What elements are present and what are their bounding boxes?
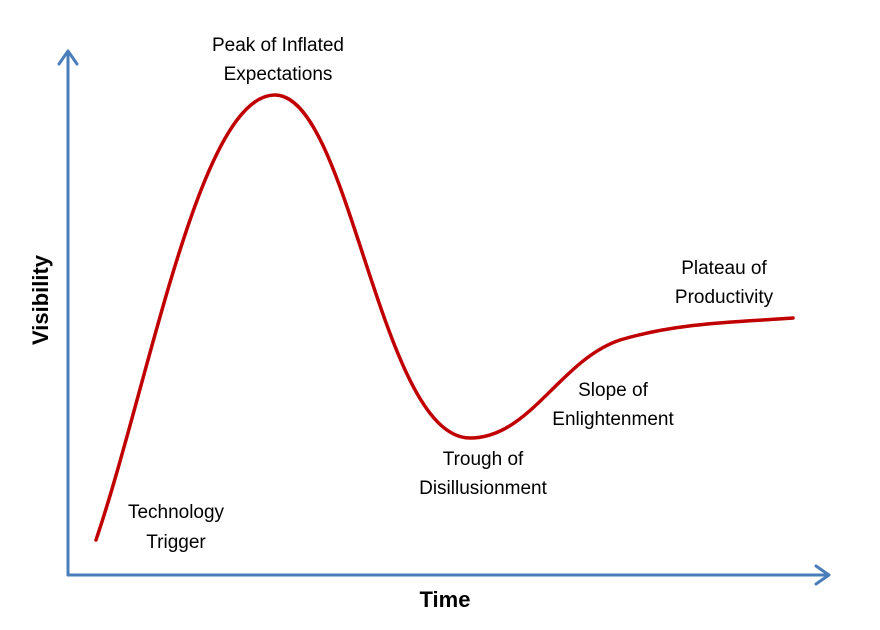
- phase-labels: Technology Trigger Peak of Inflated Expe…: [128, 35, 774, 553]
- y-axis-title: Visibility: [28, 254, 53, 345]
- x-axis-title: Time: [420, 587, 471, 612]
- hype-curve: [94, 93, 795, 542]
- y-axis-arrow: [57, 49, 79, 66]
- phase-label: Disillusionment: [419, 478, 547, 499]
- x-axis-arrow: [814, 564, 831, 586]
- axes: [57, 49, 831, 586]
- phase-label: Trigger: [146, 532, 206, 553]
- phase-label: Technology: [128, 502, 225, 523]
- phase-label: Peak of Inflated: [212, 35, 344, 56]
- phase-label: Productivity: [675, 287, 774, 308]
- phase-label: Expectations: [224, 64, 333, 85]
- phase-label: Enlightenment: [552, 409, 674, 430]
- phase-label: Plateau of: [681, 258, 767, 279]
- phase-label: Trough of: [443, 449, 524, 470]
- phase-label: Slope of: [578, 380, 648, 401]
